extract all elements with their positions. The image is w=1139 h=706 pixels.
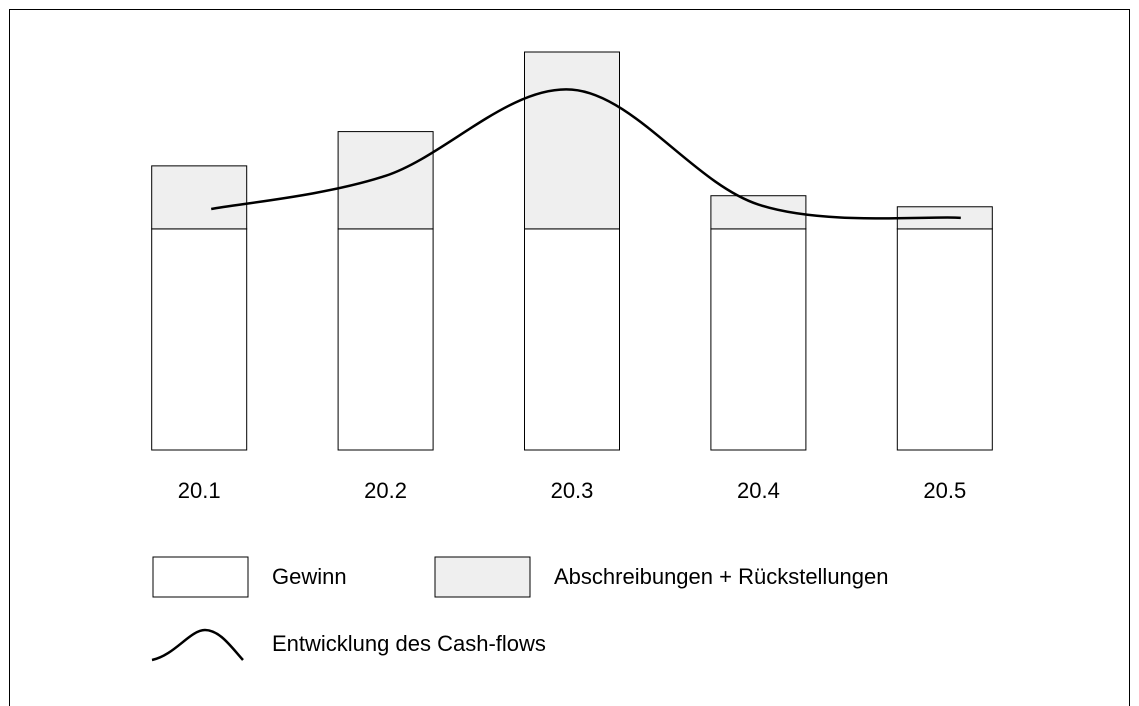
x-tick-label: 20.1 <box>178 478 221 503</box>
cash-flow-line <box>210 88 961 220</box>
legend-line <box>151 628 244 662</box>
bar-segment <box>151 165 248 230</box>
legend-swatch <box>434 556 531 598</box>
x-tick-label: 20.3 <box>551 478 594 503</box>
bar-segment <box>524 228 620 451</box>
bar-segment <box>710 228 807 451</box>
legend-label: Entwicklung des Cash-flows <box>272 631 546 656</box>
x-tick-label: 20.5 <box>923 478 966 503</box>
bar-segment <box>151 228 248 451</box>
bar-segment <box>337 228 434 451</box>
bar-segment <box>337 131 434 230</box>
legend-swatch <box>152 556 249 598</box>
x-tick-label: 20.4 <box>737 478 780 503</box>
x-tick-label: 20.2 <box>364 478 407 503</box>
legend-label: Gewinn <box>272 564 347 589</box>
bar-segment <box>524 51 620 230</box>
legend-label: Abschreibungen + Rückstellungen <box>554 564 889 589</box>
bar-segment <box>896 228 993 451</box>
frame <box>9 9 1130 706</box>
